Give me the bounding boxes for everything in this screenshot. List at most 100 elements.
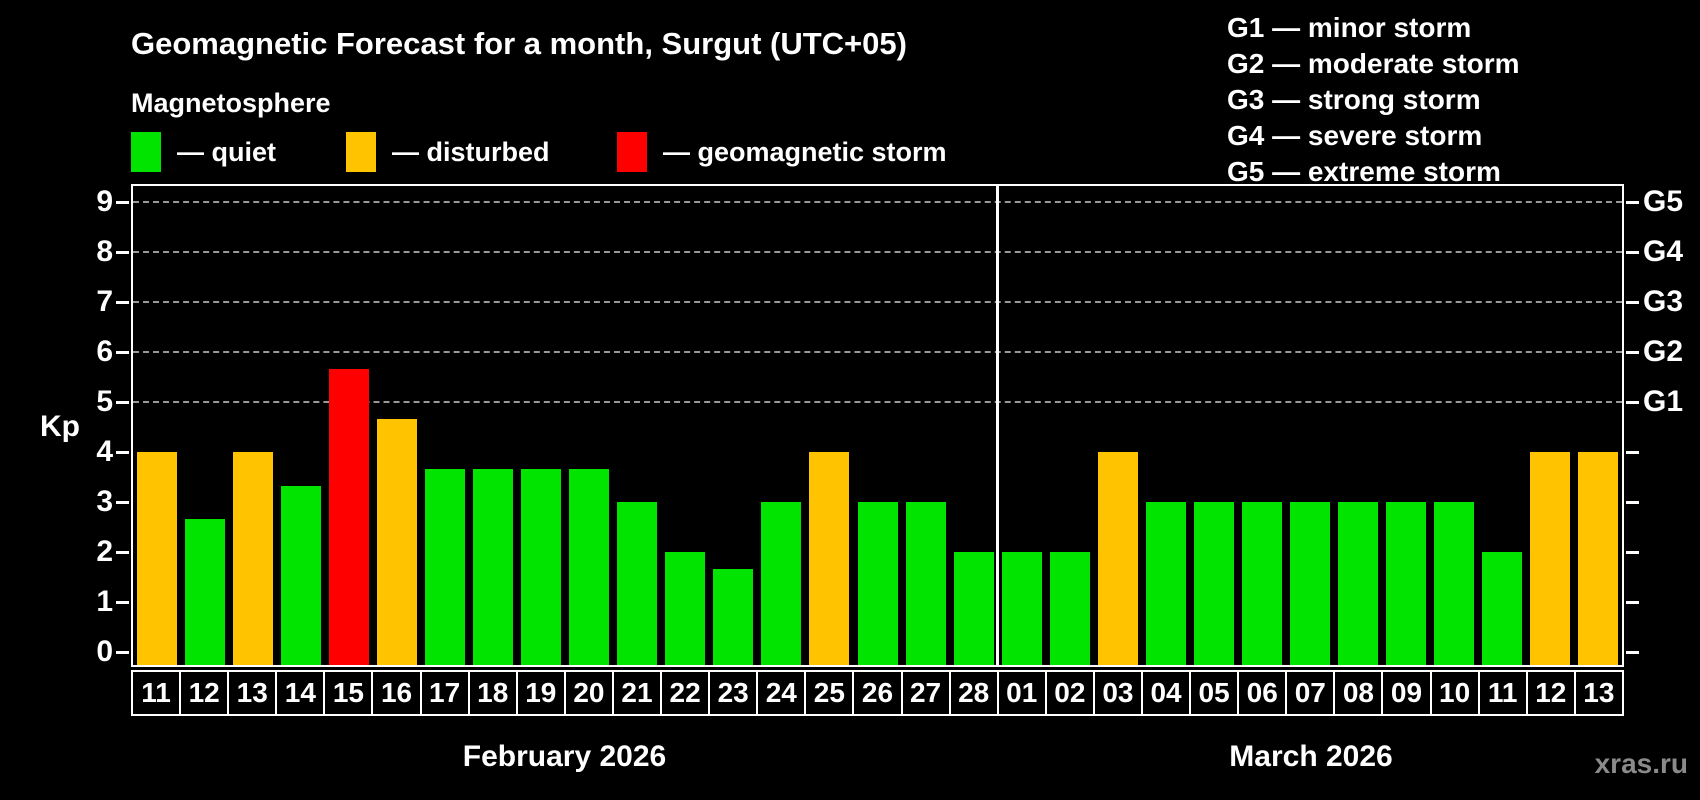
y-axis-tick-right: [1626, 300, 1639, 304]
day-cell: 02: [1044, 670, 1095, 716]
legend-item-disturbed: — disturbed: [346, 131, 550, 173]
day-cell: 18: [467, 670, 518, 716]
kp-bar: [329, 368, 370, 665]
kp-bar: [1241, 502, 1282, 665]
g-legend-line-g4: G4 — severe storm: [1227, 120, 1483, 151]
gridline-kp-7: [133, 301, 1622, 303]
kp-bar: [1577, 452, 1618, 665]
g-level-label-g5: G5: [1643, 185, 1684, 218]
kp-bar: [569, 468, 610, 665]
kp-bar: [473, 468, 514, 665]
day-cell: 05: [1189, 670, 1240, 716]
day-cell: 13: [227, 670, 278, 716]
y-axis-tick-left: [116, 350, 129, 354]
quiet-color-swatch: [131, 132, 161, 172]
day-cell: 01: [996, 670, 1047, 716]
y-axis-tick-left: [116, 550, 129, 554]
month-label-march: March 2026: [1229, 740, 1393, 773]
day-cell: 17: [419, 670, 470, 716]
chart-title: Geomagnetic Forecast for a month, Surgut…: [131, 26, 907, 61]
day-axis-row: 11 12 13 14 15 16 17 18 19 20 21 22 23 24 25 26 27 28 01 02…: [131, 670, 1624, 716]
day-cell: 19: [515, 670, 566, 716]
y-tick-label-2: 2: [96, 535, 113, 568]
kp-bar: [377, 418, 418, 665]
y-axis-tick-left: [116, 200, 129, 204]
day-cell: 11: [1477, 670, 1528, 716]
day-cell: 09: [1381, 670, 1432, 716]
g-level-label-g4: G4: [1643, 235, 1684, 268]
kp-bar: [617, 502, 658, 665]
watermark: xras.ru: [1594, 748, 1688, 779]
y-tick-label-1: 1: [96, 585, 113, 618]
day-cell: 16: [371, 670, 422, 716]
y-axis-tick-right: [1626, 650, 1639, 654]
storm-color-swatch: [617, 132, 647, 172]
g-legend-line-g5: G5 — extreme storm: [1227, 156, 1501, 187]
y-axis-tick-right: [1626, 250, 1639, 254]
legend-label-disturbed: — disturbed: [392, 136, 550, 167]
kp-bar: [1001, 552, 1042, 665]
kp-bar: [1481, 552, 1522, 665]
day-cell: 12: [179, 670, 230, 716]
day-cell: 06: [1237, 670, 1288, 716]
day-cell: 28: [948, 670, 999, 716]
day-cell: 22: [660, 670, 711, 716]
kp-bar: [809, 452, 850, 665]
g-legend-line-g3: G3 — strong storm: [1227, 84, 1481, 115]
kp-bar: [713, 568, 754, 665]
day-cell: 13: [1573, 670, 1624, 716]
y-axis-tick-left: [116, 650, 129, 654]
gridline-kp-8: [133, 251, 1622, 253]
kp-bar: [281, 485, 322, 665]
day-cell: 12: [1525, 670, 1576, 716]
y-tick-label-3: 3: [96, 485, 113, 518]
kp-bar: [905, 502, 946, 665]
y-axis-tick-right: [1626, 200, 1639, 204]
g-level-label-g1: G1: [1643, 385, 1684, 418]
kp-bar: [425, 468, 466, 665]
legend-heading: Magnetosphere: [131, 88, 331, 118]
y-axis-tick-right: [1626, 600, 1639, 604]
kp-bar: [953, 552, 994, 665]
kp-bar: [665, 552, 706, 665]
kp-bar: [1289, 502, 1330, 665]
kp-bar: [761, 502, 802, 665]
kp-bar: [1529, 452, 1570, 665]
y-axis-tick-left: [116, 400, 129, 404]
day-cell: 08: [1333, 670, 1384, 716]
y-tick-label-7: 7: [96, 285, 113, 318]
g-legend-line-g2: G2 — moderate storm: [1227, 48, 1520, 79]
day-cell: 15: [323, 670, 374, 716]
day-cell: 14: [275, 670, 326, 716]
kp-bar: [137, 452, 178, 665]
legend-item-quiet: — quiet: [131, 131, 276, 173]
gridline-kp-5: [133, 401, 1622, 403]
day-cell: 24: [756, 670, 807, 716]
y-axis-tick-right: [1626, 500, 1639, 504]
day-cell: 21: [611, 670, 663, 716]
gridline-kp-9: [133, 201, 1622, 203]
kp-bar: [857, 502, 898, 665]
y-axis-tick-left: [116, 450, 129, 454]
kp-bar: [1193, 502, 1234, 665]
y-axis-tick-left: [116, 500, 129, 504]
y-tick-label-5: 5: [96, 385, 113, 418]
kp-bar: [1097, 452, 1138, 665]
y-axis-tick-right: [1626, 400, 1639, 404]
day-cell: 25: [804, 670, 855, 716]
day-cell: 20: [563, 670, 614, 716]
day-cell: 26: [852, 670, 903, 716]
kp-bar: [1337, 502, 1378, 665]
kp-bar: [233, 452, 274, 665]
day-cell: 03: [1092, 670, 1143, 716]
y-axis-tick-left: [116, 600, 129, 604]
kp-bar: [1433, 502, 1474, 665]
kp-bar: [521, 468, 562, 665]
y-axis-tick-right: [1626, 450, 1639, 454]
y-tick-label-9: 9: [96, 185, 113, 218]
y-axis-tick-left: [116, 250, 129, 254]
day-cell: 11: [131, 670, 182, 716]
day-cell: 04: [1140, 670, 1192, 716]
y-tick-label-4: 4: [96, 435, 113, 468]
